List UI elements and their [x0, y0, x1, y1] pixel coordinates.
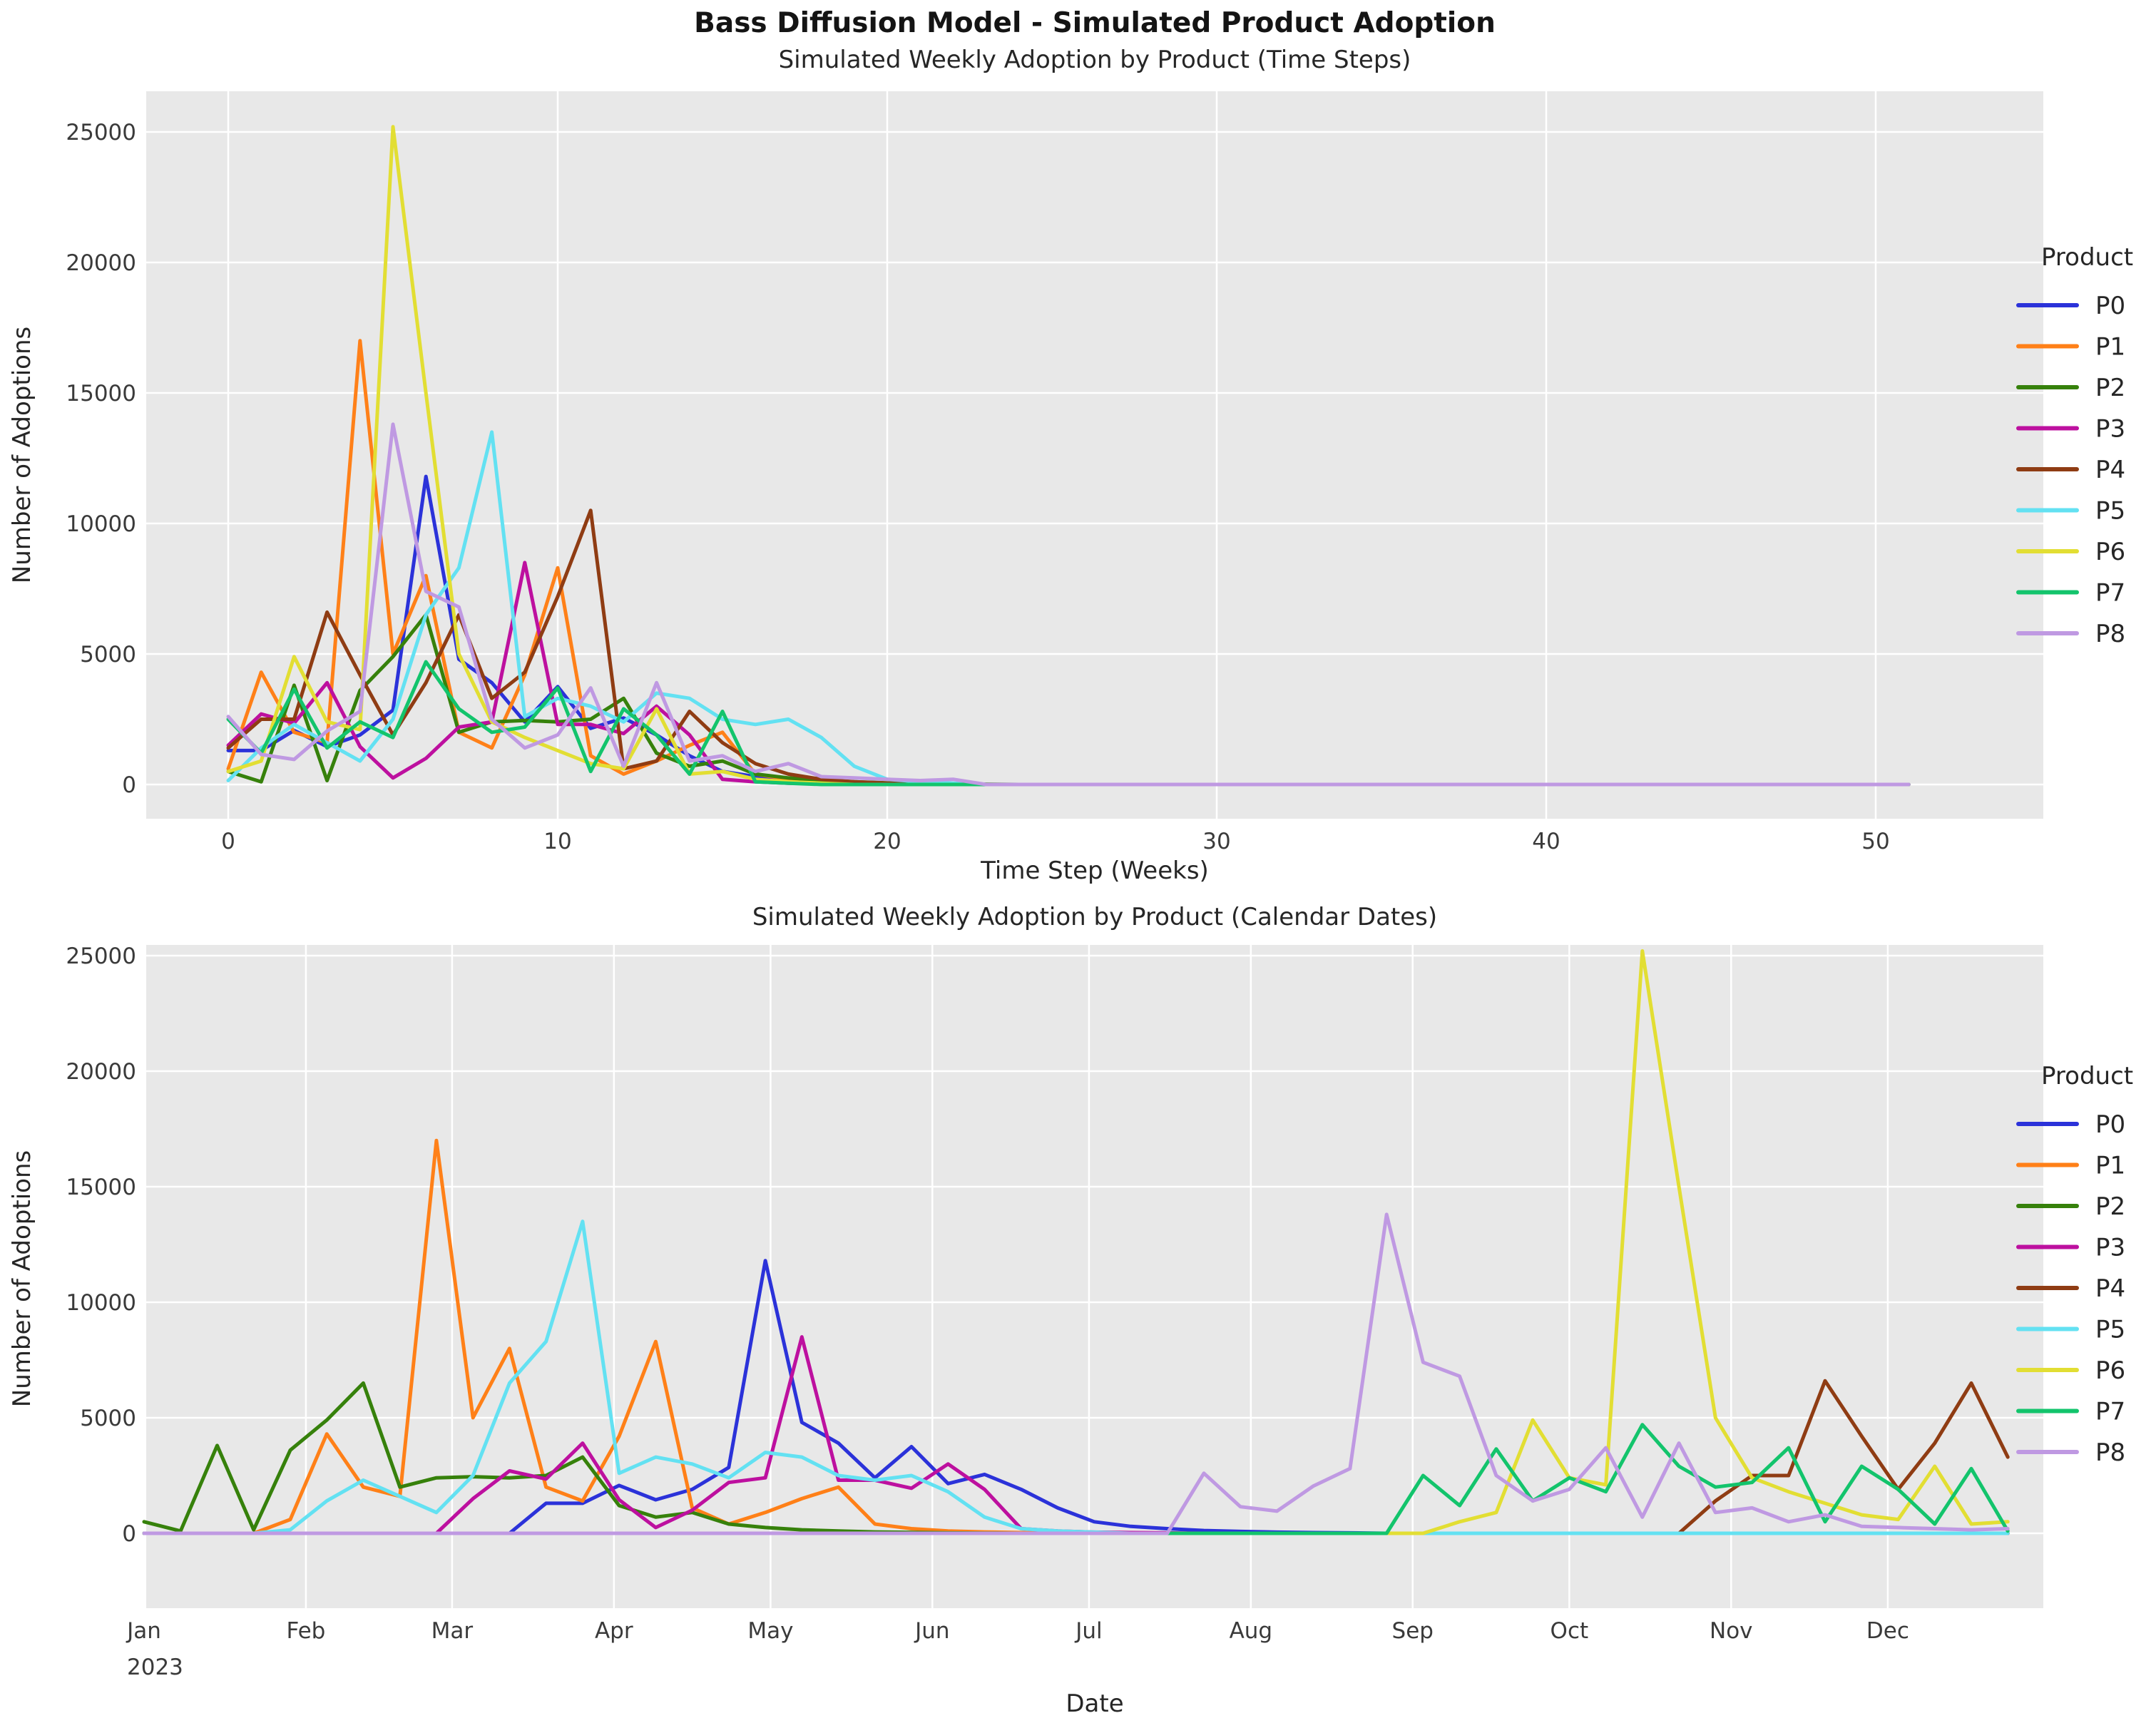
y-tick-label: 5000 — [80, 1406, 136, 1431]
legend-item-P6: P6 — [2016, 1356, 2125, 1385]
x-tick-label: Nov — [1710, 1618, 1753, 1644]
legend-label-P1: P1 — [2095, 1152, 2125, 1180]
legend-item-P8: P8 — [2016, 620, 2125, 648]
bottom-chart-ylabel: Number of Adoptions — [8, 1150, 36, 1407]
figure-title: Bass Diffusion Model - Simulated Product… — [694, 7, 1496, 39]
x-tick-label: May — [747, 1618, 793, 1644]
legend-label-P6: P6 — [2095, 538, 2125, 566]
top-chart-plot-area: 0 5000 10000 15000 20000 25000 0 10 20 30 40 50 — [66, 91, 2043, 854]
legend-label-P8: P8 — [2095, 1438, 2125, 1467]
legend-item-P3: P3 — [2016, 1234, 2125, 1262]
x-tick-label: 10 — [543, 829, 571, 854]
x-tick-label: 0 — [221, 829, 235, 854]
y-tick-label: 20000 — [66, 250, 136, 276]
x-tick-label: Sep — [1392, 1618, 1434, 1644]
x-tick-label: Feb — [286, 1618, 325, 1644]
series-line-P8 — [142, 1212, 2010, 1535]
legend-item-P1: P1 — [2016, 333, 2125, 362]
top-chart-ylabel: Number of Adoptions — [8, 327, 36, 583]
y-tick-label: 25000 — [66, 120, 136, 145]
x-tick-label: Aug — [1230, 1618, 1273, 1644]
y-tick-label: 15000 — [66, 1175, 136, 1200]
legend-label-P5: P5 — [2095, 1316, 2125, 1344]
series-line-P8 — [226, 422, 1911, 787]
legend-item-P4: P4 — [2016, 1274, 2125, 1303]
legend-label-P7: P7 — [2095, 579, 2125, 608]
x-tick-label: Jan — [126, 1618, 161, 1644]
legend-item-P4: P4 — [2016, 456, 2125, 484]
legend-label-P3: P3 — [2095, 415, 2125, 444]
legend-label-P1: P1 — [2095, 333, 2125, 362]
x-tick-label: Jun — [914, 1618, 949, 1644]
legend-item-P2: P2 — [2016, 374, 2125, 402]
legend-label-P5: P5 — [2095, 497, 2125, 526]
legend-label-P4: P4 — [2095, 456, 2125, 484]
y-tick-label: 25000 — [66, 944, 136, 969]
legend-item-P7: P7 — [2016, 1398, 2125, 1426]
x-tick-label: 40 — [1532, 829, 1560, 854]
legend-item-P1: P1 — [2016, 1152, 2125, 1180]
bottom-chart-xlabel: Date — [1066, 1689, 1123, 1718]
x-tick-label: Oct — [1550, 1618, 1589, 1644]
top-chart-xlabel: Time Step (Weeks) — [980, 857, 1209, 885]
legend-label-P0: P0 — [2095, 292, 2125, 320]
legend-item-P7: P7 — [2016, 579, 2125, 608]
legend-label-P0: P0 — [2095, 1110, 2125, 1139]
legend-item-P5: P5 — [2016, 497, 2125, 526]
x-tick-label: 20 — [873, 829, 901, 854]
legend-item-P2: P2 — [2016, 1192, 2125, 1221]
legend-label-P2: P2 — [2095, 374, 2125, 402]
legend-item-P3: P3 — [2016, 415, 2125, 444]
top-legend-title: Product — [2041, 243, 2133, 272]
y-tick-label: 15000 — [66, 381, 136, 407]
top-chart-subtitle: Simulated Weekly Adoption by Product (Ti… — [779, 46, 1411, 74]
legend-item-P0: P0 — [2016, 292, 2125, 320]
legend-item-P5: P5 — [2016, 1316, 2125, 1344]
legend-item-P8: P8 — [2016, 1438, 2125, 1467]
x-tick-label: 50 — [1861, 829, 1889, 854]
bottom-chart: Simulated Weekly Adoption by Product (Ca… — [8, 903, 2133, 1718]
x-tick-label: Dec — [1866, 1618, 1909, 1644]
legend-label-P8: P8 — [2095, 620, 2125, 648]
legend-item-P6: P6 — [2016, 538, 2125, 566]
y-tick-label: 10000 — [66, 1290, 136, 1316]
legend-label-P6: P6 — [2095, 1356, 2125, 1385]
top-chart-legend: P0 P1 P2 P3 P4 P5 P6 P7 P8 — [2016, 292, 2125, 648]
bottom-legend-title: Product — [2041, 1062, 2133, 1090]
plot-panel — [146, 91, 2043, 819]
bottom-chart-legend: P0 P1 P2 P3 P4 P5 P6 P7 P8 — [2016, 1110, 2125, 1467]
legend-label-P3: P3 — [2095, 1234, 2125, 1262]
legend-item-P0: P0 — [2016, 1110, 2125, 1139]
y-tick-label: 20000 — [66, 1059, 136, 1085]
y-tick-label: 10000 — [66, 511, 136, 537]
y-tick-label: 0 — [122, 772, 136, 798]
legend-label-P4: P4 — [2095, 1274, 2125, 1303]
y-tick-label: 0 — [122, 1521, 136, 1547]
legend-label-P7: P7 — [2095, 1398, 2125, 1426]
x-tick-label: Mar — [431, 1618, 474, 1644]
bottom-chart-plot-area: 0 5000 10000 15000 20000 25000 Jan Feb Mar Apr May… — [66, 944, 2043, 1644]
plot-panel — [146, 945, 2043, 1608]
x-tick-label: 30 — [1202, 829, 1230, 854]
bottom-chart-subtitle: Simulated Weekly Adoption by Product (Ca… — [752, 903, 1437, 931]
top-chart: Simulated Weekly Adoption by Product (Ti… — [8, 46, 2133, 885]
legend-label-P2: P2 — [2095, 1192, 2125, 1221]
x-tick-label: Jul — [1074, 1618, 1102, 1644]
x-tick-label: Apr — [595, 1618, 633, 1644]
bottom-chart-year-tick: 2023 — [127, 1655, 183, 1680]
y-tick-label: 5000 — [80, 642, 136, 668]
